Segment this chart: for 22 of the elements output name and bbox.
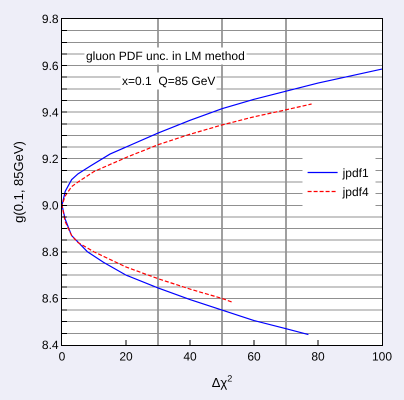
line-series xyxy=(62,103,312,303)
y-tick-label: 9.4 xyxy=(42,105,59,120)
y-tick-label: 9.0 xyxy=(42,198,59,212)
x-tick-label: 40 xyxy=(183,349,197,364)
y-tick-label: 9.8 xyxy=(42,12,59,26)
y-tick-label: 8.6 xyxy=(42,292,59,306)
y-axis-title: g(0.1, 85GeV) xyxy=(10,141,26,223)
line-series xyxy=(62,68,382,336)
x-axis-title: Δχ$^{2}$ xyxy=(212,374,232,390)
y-tick-label: 8.4 xyxy=(42,338,59,352)
x-tick-label: 80 xyxy=(311,349,325,364)
x-tick-label: 20 xyxy=(119,349,133,364)
x-tick-label: 60 xyxy=(247,349,261,364)
annotation: x=0.1 Q=85 GeV xyxy=(122,74,216,88)
legend-label: jpdf4 xyxy=(342,185,369,200)
annotation: gluon PDF unc. in LM method xyxy=(86,49,245,63)
y-tick-label: 9.6 xyxy=(42,58,59,73)
legend-label: jpdf1 xyxy=(342,166,369,180)
x-tick-label: 100 xyxy=(372,349,392,364)
x-tick-label: 0 xyxy=(58,349,66,364)
y-tick-label: 8.8 xyxy=(42,245,59,260)
y-tick-label: 9.2 xyxy=(42,152,59,166)
